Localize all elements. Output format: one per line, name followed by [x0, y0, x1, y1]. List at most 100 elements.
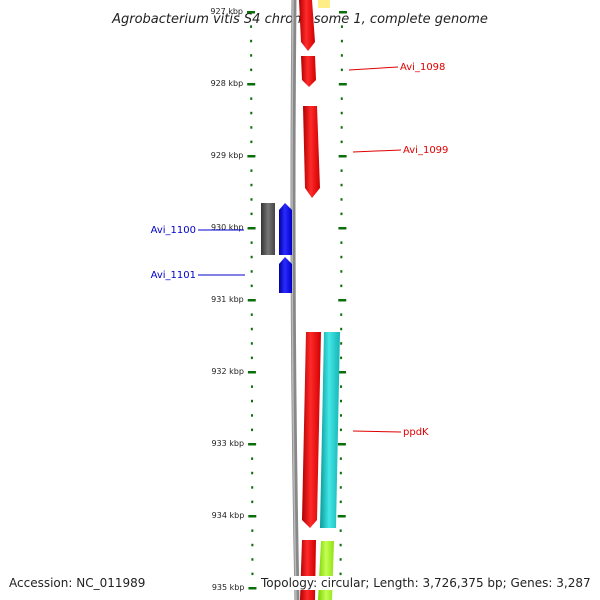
minor-tick: [251, 543, 254, 547]
minor-tick: [339, 457, 342, 460]
minor-tick: [251, 471, 254, 475]
major-tick: [247, 371, 256, 374]
minor-tick: [340, 169, 343, 172]
gene-label-avi-1099[interactable]: Avi_1099: [403, 145, 448, 156]
tick-label: 929 kbp: [211, 151, 244, 160]
minor-tick: [340, 342, 343, 345]
minor-tick: [250, 54, 253, 57]
minor-tick: [250, 342, 253, 345]
gene-label-avi-1100[interactable]: Avi_1100: [151, 225, 196, 236]
minor-tick: [339, 414, 342, 417]
gene-label-ppdK[interactable]: ppdK: [403, 427, 429, 438]
gene-arrow-next[interactable]: [300, 540, 316, 600]
minor-tick: [340, 385, 343, 388]
major-tick: [338, 227, 347, 230]
minor-tick: [250, 169, 253, 172]
major-tick: [248, 515, 257, 518]
minor-tick: [250, 313, 253, 316]
leader-avi-1098: [348, 66, 399, 71]
minor-tick: [339, 529, 342, 532]
minor-tick: [250, 356, 253, 360]
tick-label: 928 kbp: [211, 79, 244, 88]
minor-tick: [250, 385, 253, 388]
minor-tick: [339, 543, 342, 547]
minor-tick: [340, 212, 343, 216]
tick-column-right: [337, 11, 347, 590]
minor-tick: [250, 212, 253, 216]
tick-label: 930 kbp: [211, 223, 244, 232]
minor-tick: [340, 255, 343, 259]
topology-text: Topology: circular; Length: 3,726,375 bp…: [261, 576, 591, 590]
minor-tick: [251, 428, 254, 432]
minor-tick: [339, 471, 342, 475]
minor-tick: [250, 111, 253, 115]
minor-tick: [250, 25, 253, 28]
major-tick: [337, 515, 346, 518]
minor-tick: [251, 500, 254, 504]
major-tick: [247, 11, 256, 14]
minor-tick: [339, 428, 342, 432]
minor-tick: [250, 399, 253, 403]
tick-label: 927 kbp: [210, 7, 243, 16]
minor-tick: [250, 241, 253, 244]
tick-label: 932 kbp: [211, 367, 244, 376]
gene-label-avi-1101[interactable]: Avi_1101: [151, 270, 196, 281]
major-tick: [247, 227, 256, 230]
minor-tick: [251, 558, 254, 561]
minor-tick: [250, 270, 253, 273]
feature-cyan[interactable]: [320, 332, 340, 528]
minor-tick: [250, 97, 253, 100]
minor-tick: [251, 486, 254, 489]
major-tick: [338, 83, 347, 86]
minor-tick: [340, 313, 343, 316]
tick-label: 933 kbp: [211, 439, 244, 448]
major-tick: [248, 443, 257, 446]
leader-avi-1099: [352, 149, 402, 153]
minor-tick: [340, 183, 343, 187]
major-tick: [247, 299, 256, 302]
major-tick: [247, 155, 256, 158]
minor-tick: [340, 284, 343, 288]
minor-tick: [250, 327, 253, 331]
major-tick: [338, 299, 347, 302]
minor-tick: [340, 54, 343, 57]
minor-tick: [339, 486, 342, 489]
minor-tick: [251, 529, 254, 532]
minor-tick: [340, 25, 343, 28]
minor-tick: [250, 140, 253, 144]
minor-tick: [339, 500, 342, 504]
minor-tick: [250, 68, 253, 72]
minor-tick: [340, 356, 343, 360]
minor-tick: [250, 183, 253, 187]
gene-arrow-avi-1098[interactable]: [301, 56, 316, 87]
leader-ppdK: [352, 430, 402, 433]
tick-label: 935 kbp: [212, 583, 245, 592]
minor-tick: [250, 284, 253, 288]
gene-arrow-avi-1100[interactable]: [279, 203, 292, 255]
minor-tick: [250, 198, 253, 201]
gene-label-avi-1098[interactable]: Avi_1098: [400, 62, 445, 73]
backbone-arc: [290, 0, 300, 600]
gene-arrow-avi-1099[interactable]: [303, 106, 320, 198]
minor-tick: [340, 68, 343, 72]
minor-tick: [250, 255, 253, 259]
major-tick: [248, 587, 257, 590]
minor-tick: [250, 39, 253, 43]
gene-arrow-avi-1097[interactable]: [299, 0, 315, 51]
gene-arrow-ppdK[interactable]: [302, 332, 321, 528]
feature-lime[interactable]: [318, 541, 334, 600]
feature-gray[interactable]: [261, 203, 275, 255]
minor-tick: [251, 457, 254, 460]
minor-tick: [340, 241, 343, 244]
accession-text: Accession: NC_011989: [9, 576, 146, 590]
minor-tick: [340, 198, 343, 201]
minor-tick: [340, 327, 343, 331]
minor-tick: [340, 270, 343, 273]
map-title: Agrobacterium vitis S4 chromosome 1, com…: [111, 12, 488, 27]
gene-arrow-avi-1101[interactable]: [279, 257, 292, 293]
minor-tick: [340, 399, 343, 403]
minor-tick: [340, 39, 343, 43]
minor-tick: [340, 126, 343, 129]
